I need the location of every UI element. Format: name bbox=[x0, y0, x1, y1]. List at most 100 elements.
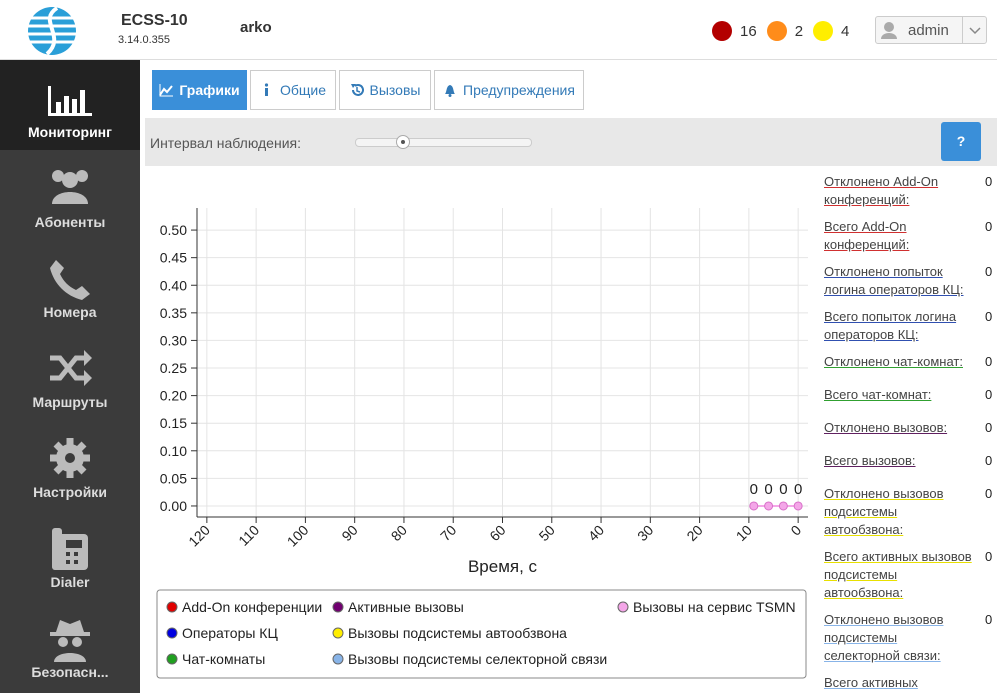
user-dropdown[interactable] bbox=[962, 17, 987, 43]
nav-item[interactable]: Абоненты bbox=[0, 150, 140, 240]
logo[interactable] bbox=[27, 6, 77, 56]
stat-label[interactable]: Отклонено чат-комнат: bbox=[824, 354, 963, 369]
legend-label: Активные вызовы bbox=[348, 599, 464, 615]
legend-marker bbox=[332, 601, 344, 613]
y-tick-label: 0.10 bbox=[160, 443, 187, 459]
stat-label[interactable]: Всего Add-On конференций: bbox=[824, 219, 910, 252]
stat-label[interactable]: Всего попыток логина операторов КЦ: bbox=[824, 309, 957, 342]
stat-row: Всего активных вызовов подсистемы автооб… bbox=[824, 548, 994, 602]
alarm[interactable]: 2 bbox=[766, 21, 803, 41]
stat-row: Отклонено вызовов: 0 bbox=[824, 419, 994, 437]
legend-marker bbox=[166, 627, 178, 639]
stat-label[interactable]: Отклонено вызовов: bbox=[824, 420, 948, 435]
user-icon bbox=[881, 22, 897, 39]
x-tick-label: 30 bbox=[634, 522, 656, 544]
nav-icon bbox=[50, 350, 92, 386]
y-tick-label: 0.45 bbox=[160, 250, 187, 266]
data-label: 0 bbox=[750, 481, 758, 498]
tab[interactable]: Общие bbox=[250, 70, 336, 110]
x-tick-label: 100 bbox=[284, 522, 312, 550]
legend-label: Add-On конференции bbox=[182, 599, 322, 615]
slider-thumb[interactable] bbox=[396, 135, 410, 149]
stat-row: Всего попыток логина операторов КЦ: 0 bbox=[824, 308, 994, 344]
sidebar: Мониторинг Абоненты Номера Маршруты Настройк… bbox=[0, 60, 140, 693]
y-tick-label: 0.50 bbox=[160, 222, 187, 238]
data-point bbox=[764, 501, 774, 511]
legend-marker bbox=[332, 627, 344, 639]
tab-icon bbox=[159, 84, 174, 97]
stat-label[interactable]: Всего чат-комнат: bbox=[824, 387, 932, 402]
alarm-count: 16 bbox=[740, 22, 757, 40]
x-tick-label: 0 bbox=[787, 522, 804, 539]
stat-row: Отклонено чат-комнат: 0 bbox=[824, 353, 994, 371]
legend-label: Операторы КЦ bbox=[182, 625, 278, 641]
stat-label[interactable]: Всего активных bbox=[824, 675, 918, 690]
tab[interactable]: Предупреждения bbox=[434, 70, 584, 110]
nav-icon bbox=[52, 170, 88, 204]
tab[interactable]: Вызовы bbox=[339, 70, 431, 110]
legend-marker bbox=[166, 653, 178, 665]
nav-item[interactable]: Маршруты bbox=[0, 330, 140, 420]
y-tick-label: 0.40 bbox=[160, 277, 187, 293]
alarm-indicator bbox=[712, 21, 732, 41]
legend-label: Вызовы на сервис TSMN bbox=[633, 599, 796, 615]
alarm-indicator bbox=[766, 21, 787, 41]
stat-value: 0 bbox=[985, 354, 993, 369]
node-name: arko bbox=[240, 19, 272, 36]
nav-label: Безопасн... bbox=[31, 664, 109, 680]
x-tick-label: 120 bbox=[185, 522, 213, 550]
chart: 0.00 0.05 0.10 0.15 0.20 0.25 0.30 0.35 0.40 0.45… bbox=[156, 208, 808, 679]
alarm[interactable]: 16 bbox=[712, 21, 757, 41]
y-tick-label: 0.35 bbox=[160, 305, 187, 321]
interval-slider[interactable] bbox=[355, 138, 532, 147]
tab-label: Вызовы bbox=[369, 82, 421, 98]
nav-label: Настройки bbox=[33, 484, 107, 500]
stat-label[interactable]: Отклонено попыток логина операторов КЦ: bbox=[824, 264, 964, 297]
interval-label: Интервал наблюдения: bbox=[150, 135, 301, 151]
x-tick-label: 10 bbox=[733, 522, 755, 544]
stat-label[interactable]: Отклонено Add-On конференций: bbox=[824, 174, 939, 207]
stat-label[interactable]: Отклонено вызовов подсистемы автообзвона… bbox=[824, 486, 944, 537]
x-tick-label: 110 bbox=[235, 522, 262, 549]
legend-label: Вызовы подсистемы автообзвона bbox=[348, 625, 567, 641]
nav-item[interactable]: Номера bbox=[0, 240, 140, 330]
stat-value: 0 bbox=[985, 219, 993, 234]
x-tick-label: 20 bbox=[683, 522, 705, 544]
tab-label: Предупреждения bbox=[463, 82, 575, 98]
y-tick-label: 0.30 bbox=[160, 332, 187, 348]
nav-icon bbox=[48, 86, 92, 116]
legend-label: Вызовы подсистемы селекторной связи bbox=[348, 651, 607, 667]
y-tick-label: 0.15 bbox=[160, 415, 187, 431]
y-tick-label: 0.25 bbox=[160, 360, 187, 376]
help-button[interactable]: ? bbox=[941, 122, 981, 161]
stat-value: 0 bbox=[985, 612, 993, 627]
data-point bbox=[778, 501, 788, 511]
legend-marker bbox=[332, 653, 344, 665]
stat-label[interactable]: Всего вызовов: bbox=[824, 453, 916, 468]
nav-item[interactable]: Безопасн... bbox=[0, 600, 140, 690]
user-menu[interactable]: admin bbox=[875, 16, 987, 44]
stat-label[interactable]: Всего активных вызовов подсистемы автооб… bbox=[824, 549, 972, 600]
tab-icon bbox=[264, 83, 269, 96]
tab-label: Графики bbox=[179, 82, 240, 98]
stat-value: 0 bbox=[985, 264, 993, 279]
alarm[interactable]: 4 bbox=[813, 21, 849, 41]
nav-item[interactable]: Мониторинг bbox=[0, 60, 140, 150]
stat-label[interactable]: Отклонено вызовов подсистемы селекторной… bbox=[824, 612, 944, 663]
nav-icon bbox=[50, 260, 90, 300]
stat-row: Отклонено попыток логина операторов КЦ: 0 bbox=[824, 263, 994, 299]
tab[interactable]: Графики bbox=[152, 70, 247, 110]
stat-value: 0 bbox=[985, 486, 993, 501]
nav-label: Маршруты bbox=[32, 394, 108, 410]
stat-row: Всего вызовов: 0 bbox=[824, 452, 994, 470]
y-tick-label: 0.20 bbox=[160, 388, 187, 404]
nav-label: Мониторинг bbox=[28, 124, 112, 140]
nav-item[interactable]: Настройки bbox=[0, 420, 140, 510]
stat-row: Всего активных bbox=[824, 674, 994, 692]
legend-marker bbox=[617, 601, 629, 613]
tab-icon bbox=[445, 85, 456, 97]
alarms: 16 2 4 bbox=[712, 21, 849, 41]
alarm-count: 4 bbox=[841, 22, 850, 40]
nav-item[interactable]: Dialer bbox=[0, 510, 140, 600]
